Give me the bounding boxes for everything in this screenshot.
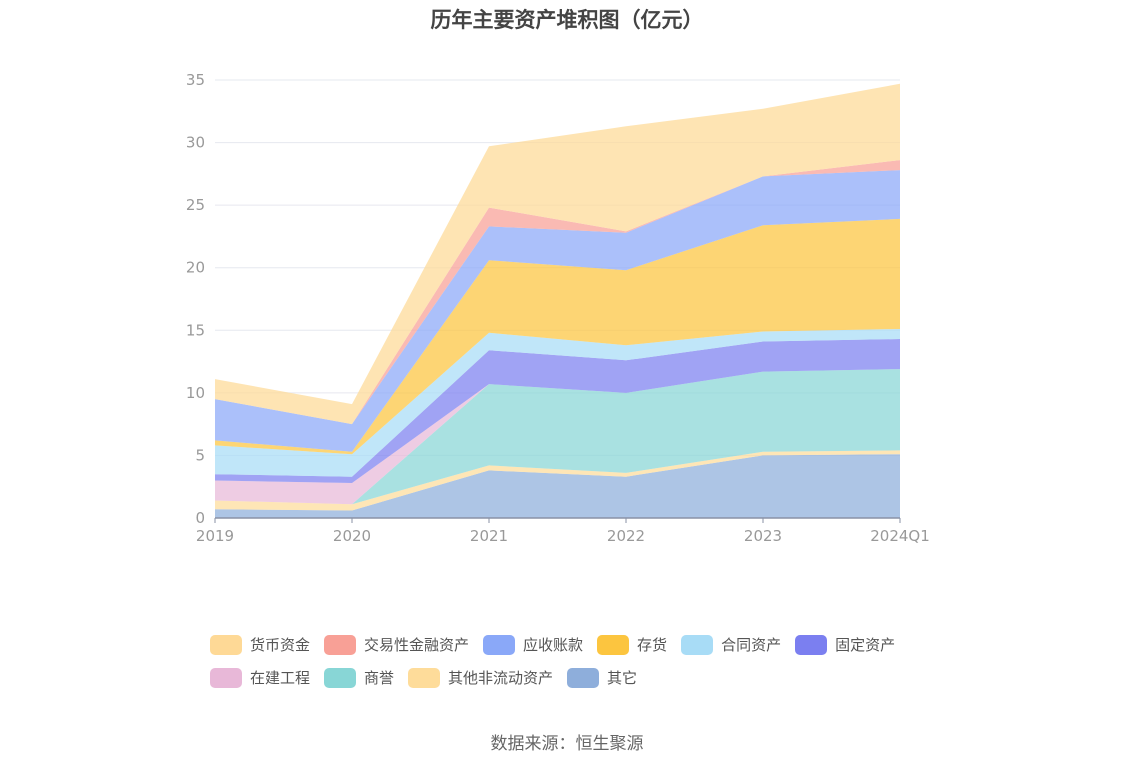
legend-label: 固定资产 — [835, 636, 896, 654]
y-tick-label: 35 — [186, 71, 205, 89]
legend-swatch — [324, 634, 357, 655]
area-合同资产 — [215, 329, 900, 477]
legend: 货币资金 交易性金融资产 应收账款 存货 合同资产 固定资产 在建工程 商誉 其他非流动资产 其… — [210, 628, 940, 694]
y-tick-label: 30 — [186, 134, 205, 152]
area-series — [215, 83, 900, 518]
legend-item[interactable]: 存货 — [597, 634, 667, 655]
legend-swatch — [324, 667, 357, 688]
legend-swatch — [210, 634, 242, 655]
area-其它 — [215, 454, 900, 518]
legend-swatch — [795, 634, 828, 655]
legend-item[interactable]: 交易性金融资产 — [324, 634, 469, 655]
data-source: 数据来源：恒生聚源 — [490, 734, 644, 754]
area-固定资产 — [215, 339, 900, 483]
legend-item[interactable]: 其它 — [567, 667, 637, 688]
legend-label: 合同资产 — [721, 636, 782, 654]
y-tick-label: 20 — [186, 259, 205, 277]
legend-label: 在建工程 — [250, 669, 311, 687]
area-存货 — [215, 218, 900, 455]
legend-swatch — [210, 667, 242, 688]
legend-swatch — [408, 667, 441, 688]
legend-item[interactable]: 合同资产 — [681, 634, 781, 655]
area-应收账款 — [215, 170, 900, 452]
legend-label: 应收账款 — [523, 636, 584, 654]
chart-title: 历年主要资产堆积图（亿元） — [430, 8, 704, 32]
area-其他非流动资产 — [215, 450, 900, 511]
x-tick-label: 2020 — [333, 527, 371, 545]
x-tick-label: 2023 — [744, 527, 782, 545]
stacked-area-chart: 0 5 10 15 20 25 30 35 2019 2020 2021 2022 2023 2024Q1 — [186, 71, 930, 545]
area-商誉 — [215, 369, 900, 505]
y-tick-label: 0 — [195, 509, 205, 527]
area-在建工程 — [215, 369, 900, 505]
legend-item[interactable]: 其他非流动资产 — [408, 667, 553, 688]
legend-item[interactable]: 应收账款 — [483, 634, 583, 655]
x-tick-label: 2019 — [196, 527, 234, 545]
legend-label: 交易性金融资产 — [364, 636, 470, 654]
legend-item[interactable]: 商誉 — [324, 667, 394, 688]
axes: 0 5 10 15 20 25 30 35 2019 2020 2021 2022 2023 2024Q1 — [186, 71, 930, 545]
x-tick-label: 2024Q1 — [870, 527, 930, 545]
legend-item[interactable]: 固定资产 — [795, 634, 895, 655]
y-tick-label: 10 — [186, 384, 205, 402]
legend-row: 货币资金 交易性金融资产 应收账款 存货 合同资产 固定资产 — [210, 628, 940, 661]
legend-item[interactable]: 在建工程 — [210, 667, 310, 688]
x-tick-label: 2022 — [607, 527, 645, 545]
legend-label: 货币资金 — [250, 636, 311, 654]
legend-row: 在建工程 商誉 其他非流动资产 其它 — [210, 661, 940, 694]
legend-label: 存货 — [637, 636, 668, 654]
y-tick-label: 15 — [186, 321, 205, 339]
legend-swatch — [597, 634, 630, 655]
legend-label: 其它 — [607, 669, 638, 687]
x-tick-label: 2021 — [470, 527, 508, 545]
legend-item[interactable]: 货币资金 — [210, 634, 310, 655]
area-货币资金 — [215, 83, 900, 425]
legend-label: 商誉 — [364, 669, 395, 687]
y-tick-label: 5 — [195, 446, 205, 464]
legend-label: 其他非流动资产 — [448, 669, 554, 687]
legend-swatch — [483, 634, 516, 655]
legend-swatch — [681, 634, 714, 655]
y-tick-label: 25 — [186, 196, 205, 214]
legend-swatch — [567, 667, 600, 688]
